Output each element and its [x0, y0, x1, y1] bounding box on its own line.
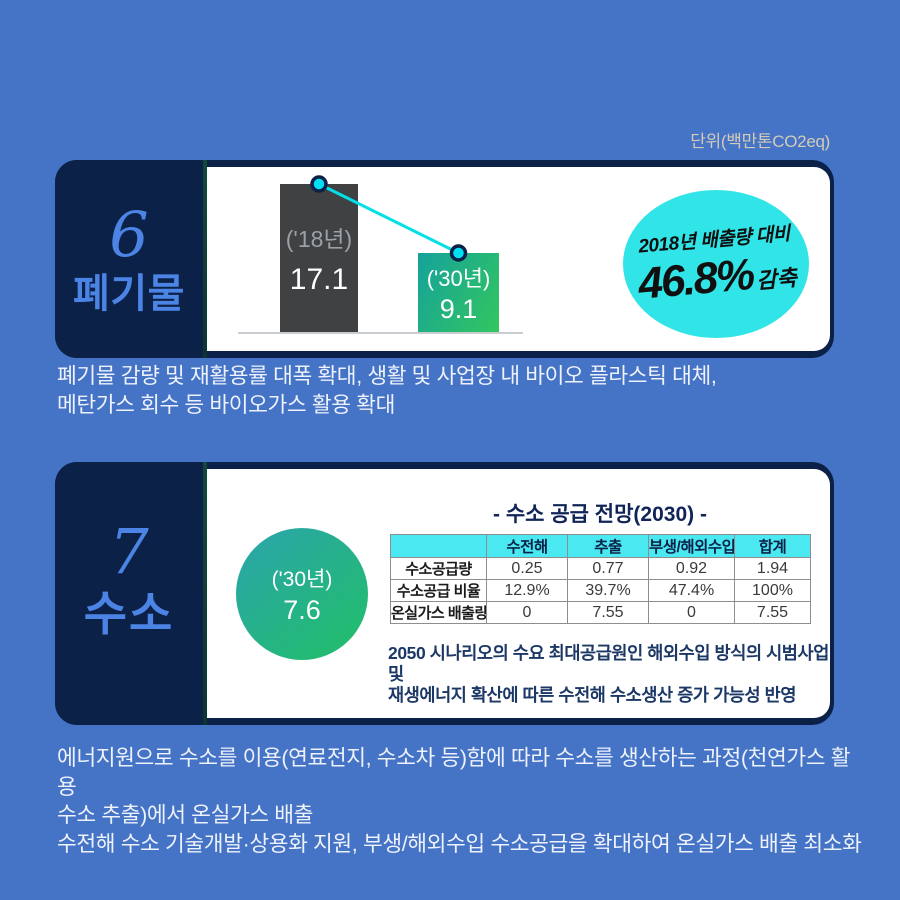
table-header-cell — [390, 534, 487, 558]
description-line: 수전해 수소 기술개발·상용화 지원, 부생/해외수입 수소공급을 확대하여 온… — [57, 831, 862, 856]
divider-line — [203, 462, 207, 725]
row-label: 수소공급 비율 — [390, 579, 487, 602]
table-row: 수소공급 비율 12.9% 39.7% 47.4% 100% — [390, 579, 811, 602]
table-cell: 0.25 — [486, 557, 568, 580]
reduction-badge: 2018년 배출량 대비 46.8% 감축 — [623, 190, 809, 338]
description-line: 폐기물 감량 및 재활용률 대폭 확대, 생활 및 사업장 내 바이오 플라스틱… — [57, 364, 717, 388]
table-cell: 0.77 — [567, 557, 649, 580]
row-label: 수소공급량 — [390, 557, 487, 580]
description-line: 메탄가스 회수 등 바이오가스 활용 확대 — [57, 392, 395, 417]
table-title: - 수소 공급 전망(2030) - — [493, 503, 707, 526]
table-header-cell: 추출 — [567, 534, 649, 558]
circle-year-label: ('30년) — [271, 567, 333, 591]
table-cell: 100% — [734, 579, 811, 602]
bar-2018-category: ('18년) — [285, 225, 353, 252]
bar-2030-category: ('30년) — [426, 265, 491, 291]
waste-description: 폐기물 감량 및 재활용률 대폭 확대, 생활 및 사업장 내 바이오 플라스틱… — [57, 362, 847, 419]
badge-percent: 46.8% — [636, 249, 755, 309]
bar-2030: ('30년) 9.1 — [418, 253, 499, 332]
note-line: 재생에너지 확산에 따른 수전해 수소생산 증가 가능성 반영 — [388, 685, 797, 705]
description-line: 수소 추출)에서 온실가스 배출 — [57, 803, 314, 827]
table-header-row: 수전해 추출 부생/해외수입 합계 — [390, 534, 811, 558]
hydrogen-2030-circle: ('30년) 7.6 — [236, 528, 368, 660]
description-line: 에너지원으로 수소를 이용(연료전지, 수소차 등)함에 따라 수소를 생산하는… — [57, 746, 851, 799]
note-line: 2050 시나리오의 수요 최대공급원인 해외수입 방식의 시범사업 및 — [388, 643, 829, 684]
table-row: 온실가스 배출량 0 7.55 0 7.55 — [390, 601, 811, 624]
table-cell: 12.9% — [486, 579, 568, 602]
table-cell: 47.4% — [648, 579, 735, 602]
bar-2018-value: 17.1 — [289, 262, 349, 296]
circle-value: 7.6 — [283, 594, 321, 625]
section-waste-label-box: 6 폐기물 — [55, 160, 203, 358]
divider-line — [203, 160, 207, 358]
section-hydrogen-label-box: 7 수소 — [55, 462, 203, 725]
section-number: 7 — [109, 515, 149, 589]
table-header-cell: 수전해 — [486, 534, 568, 558]
row-label: 온실가스 배출량 — [390, 601, 487, 624]
section-title: 폐기물 — [73, 271, 185, 316]
section-number: 6 — [109, 198, 149, 272]
table-cell: 39.7% — [567, 579, 649, 602]
unit-label: 단위(백만톤CO2eq) — [690, 132, 830, 151]
bar-2030-value: 9.1 — [439, 293, 478, 324]
table-cell: 7.55 — [567, 601, 649, 624]
reduction-badge-text: 2018년 배출량 대비 46.8% 감축 — [634, 218, 798, 309]
chart-baseline — [238, 332, 523, 334]
table-cell: 7.55 — [734, 601, 811, 624]
table-cell: 0.92 — [648, 557, 735, 580]
table-cell: 0 — [486, 601, 568, 624]
bar-2018: ('18년) 17.1 — [280, 184, 358, 332]
hydrogen-supply-table: 수전해 추출 부생/해외수입 합계 수소공급량 0.25 0.77 0.92 1… — [390, 534, 811, 624]
section-hydrogen-card: 7 수소 ('30년) 7.6 - 수소 공급 전망(2030) - 수전해 추… — [55, 462, 834, 725]
table-header-cell: 합계 — [734, 534, 811, 558]
table-cell: 0 — [648, 601, 735, 624]
section-title: 수소 — [83, 587, 175, 641]
hydrogen-description: 에너지원으로 수소를 이용(연료전지, 수소차 등)함에 따라 수소를 생산하는… — [57, 744, 867, 858]
table-cell: 1.94 — [734, 557, 811, 580]
waste-bar-chart: ('18년) 17.1 ('30년) 9.1 — [238, 175, 523, 334]
section-waste-card: 6 폐기물 ('18년) 17.1 ('30년) 9.1 2018년 배출량 대… — [55, 160, 834, 358]
table-header-cell: 부생/해외수입 — [648, 534, 735, 558]
table-row: 수소공급량 0.25 0.77 0.92 1.94 — [390, 557, 811, 580]
table-note: 2050 시나리오의 수요 최대공급원인 해외수입 방식의 시범사업 및 재생에… — [388, 643, 848, 706]
badge-suffix: 감축 — [755, 265, 798, 294]
